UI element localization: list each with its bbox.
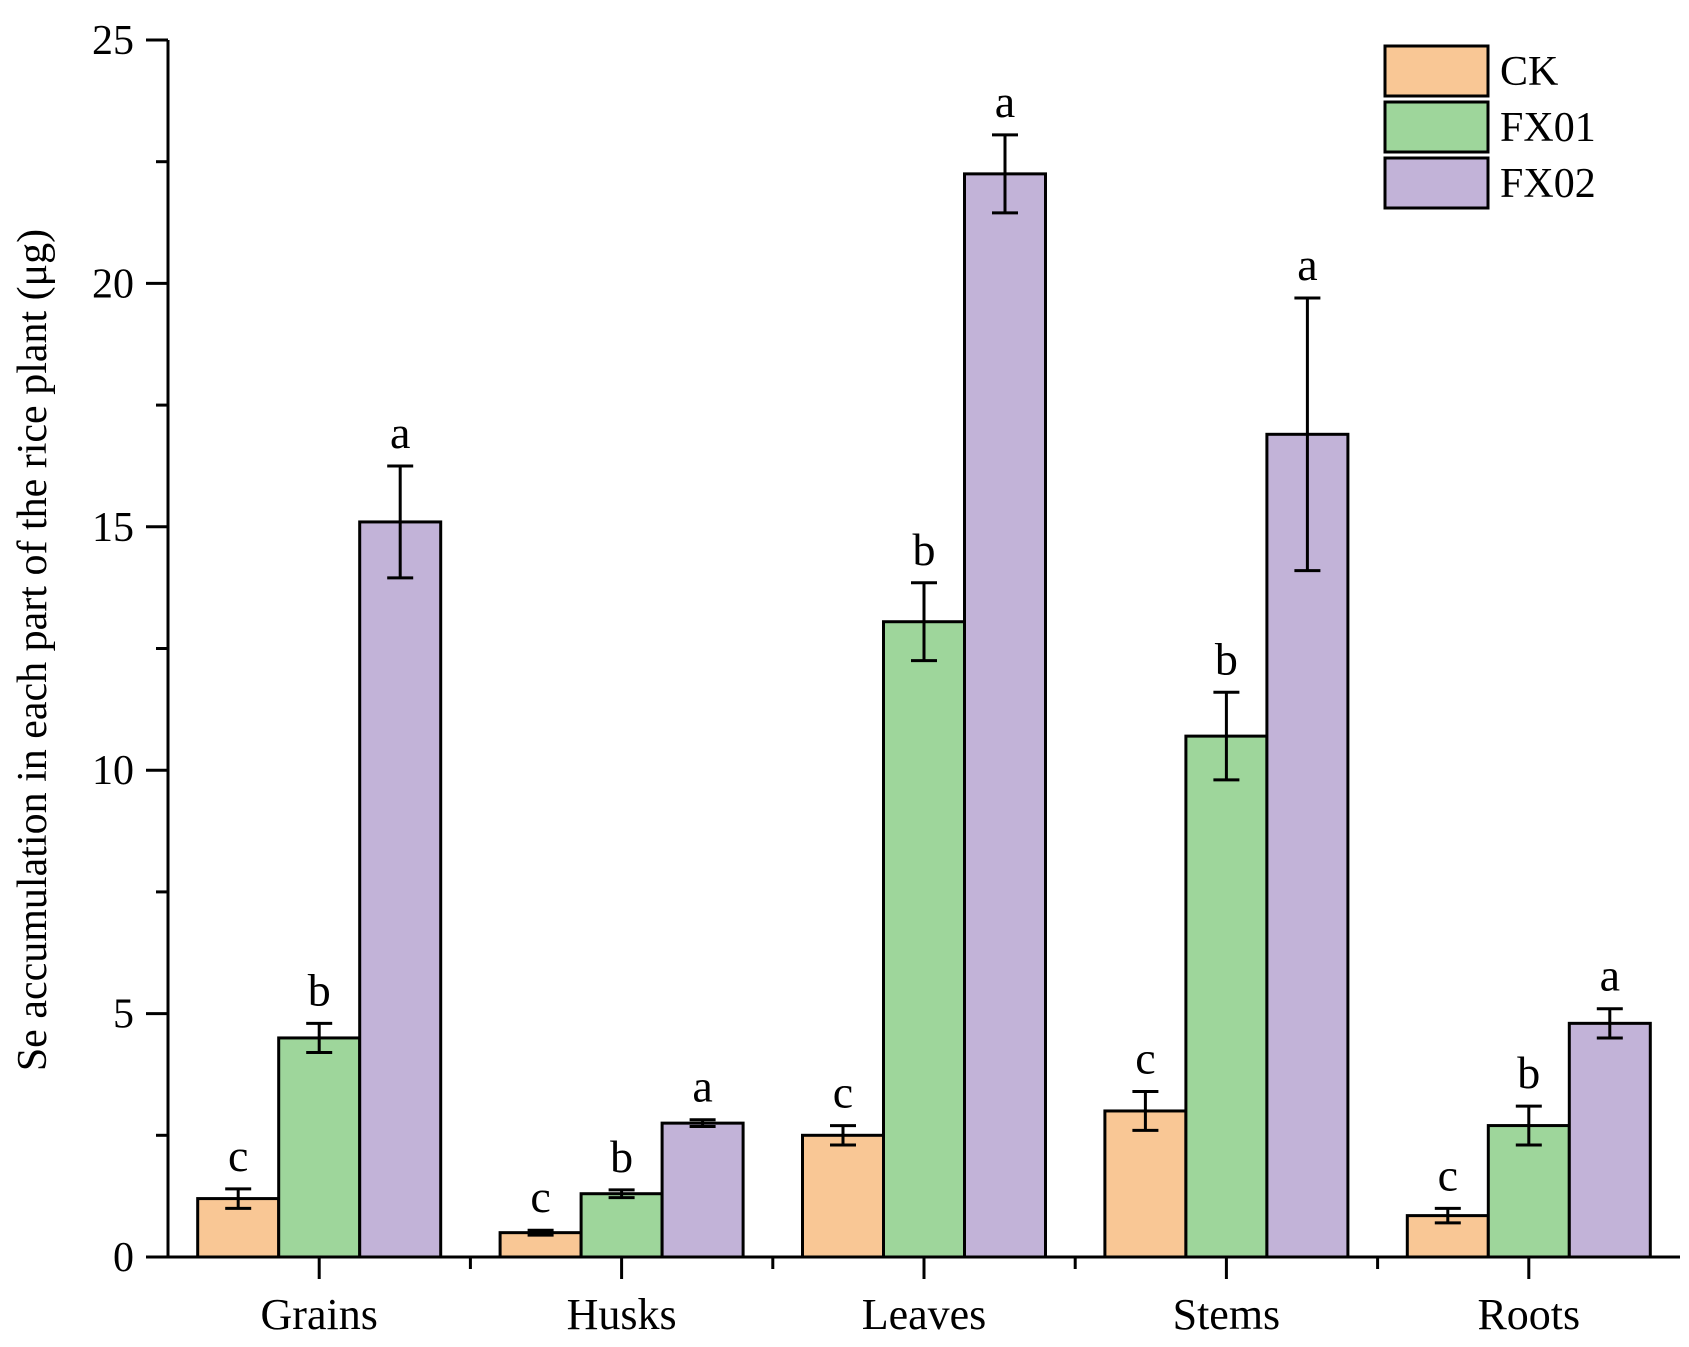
legend-label-ck: CK bbox=[1500, 49, 1558, 95]
legend-swatch-ck bbox=[1383, 44, 1490, 98]
bar-fx02-grains bbox=[358, 520, 443, 1259]
x-tick-label: Roots bbox=[1477, 1290, 1580, 1339]
significance-letter: a bbox=[692, 1061, 712, 1112]
bar-fx01-husks bbox=[579, 1192, 664, 1259]
bar-ck-leaves bbox=[801, 1133, 885, 1259]
y-tick-label: 15 bbox=[92, 505, 134, 551]
bar-fx01-leaves bbox=[882, 620, 966, 1259]
x-tick-label: Husks bbox=[567, 1290, 677, 1339]
significance-letter: c bbox=[530, 1171, 550, 1222]
legend-swatch-fx02 bbox=[1383, 156, 1490, 210]
legend-swatch-fx01 bbox=[1383, 100, 1490, 154]
y-tick-label: 10 bbox=[92, 748, 134, 794]
significance-letter: c bbox=[1438, 1149, 1458, 1200]
bar-ck-stems bbox=[1103, 1109, 1188, 1259]
y-tick-label: 20 bbox=[92, 261, 134, 307]
bar-fx01-roots bbox=[1486, 1124, 1571, 1259]
significance-letter: c bbox=[228, 1130, 248, 1181]
significance-letter: a bbox=[390, 407, 410, 458]
significance-letter: a bbox=[995, 76, 1015, 127]
axes: 0 5 10 15 20 25 Grains Husks Leaves Stems Roots bbox=[92, 18, 1680, 1339]
y-tick-label: 5 bbox=[113, 992, 134, 1038]
bar-fx01-stems bbox=[1184, 734, 1269, 1259]
significance-letter: c bbox=[1135, 1032, 1155, 1083]
significance-letter: a bbox=[1297, 239, 1317, 290]
bar-fx02-husks bbox=[660, 1121, 745, 1259]
x-tick-label: Leaves bbox=[862, 1290, 987, 1339]
x-tick-label: Stems bbox=[1173, 1290, 1281, 1339]
y-tick-label: 25 bbox=[92, 18, 134, 64]
significance-letter: b bbox=[610, 1131, 633, 1182]
significance-letter: b bbox=[1215, 633, 1238, 684]
significance-letter: b bbox=[308, 964, 331, 1015]
bars: c b a c b a c b a c b a c b a bbox=[196, 76, 1652, 1259]
y-tick-label: 0 bbox=[113, 1235, 134, 1281]
x-tick-label: Grains bbox=[261, 1290, 378, 1339]
bar-fx02-roots bbox=[1567, 1021, 1652, 1259]
legend-label-fx02: FX02 bbox=[1500, 161, 1596, 207]
bar-fx01-grains bbox=[277, 1036, 362, 1259]
significance-letter: a bbox=[1600, 950, 1620, 1001]
legend-label-fx01: FX01 bbox=[1500, 105, 1596, 151]
legend: CK FX01 FX02 bbox=[1383, 44, 1596, 210]
significance-letter: b bbox=[1517, 1047, 1540, 1098]
bar-fx02-leaves bbox=[963, 172, 1047, 1259]
significance-letter: c bbox=[833, 1067, 853, 1118]
significance-letter: b bbox=[913, 524, 936, 575]
y-axis-label: Se accumulation in each part of the rice… bbox=[10, 229, 56, 1071]
